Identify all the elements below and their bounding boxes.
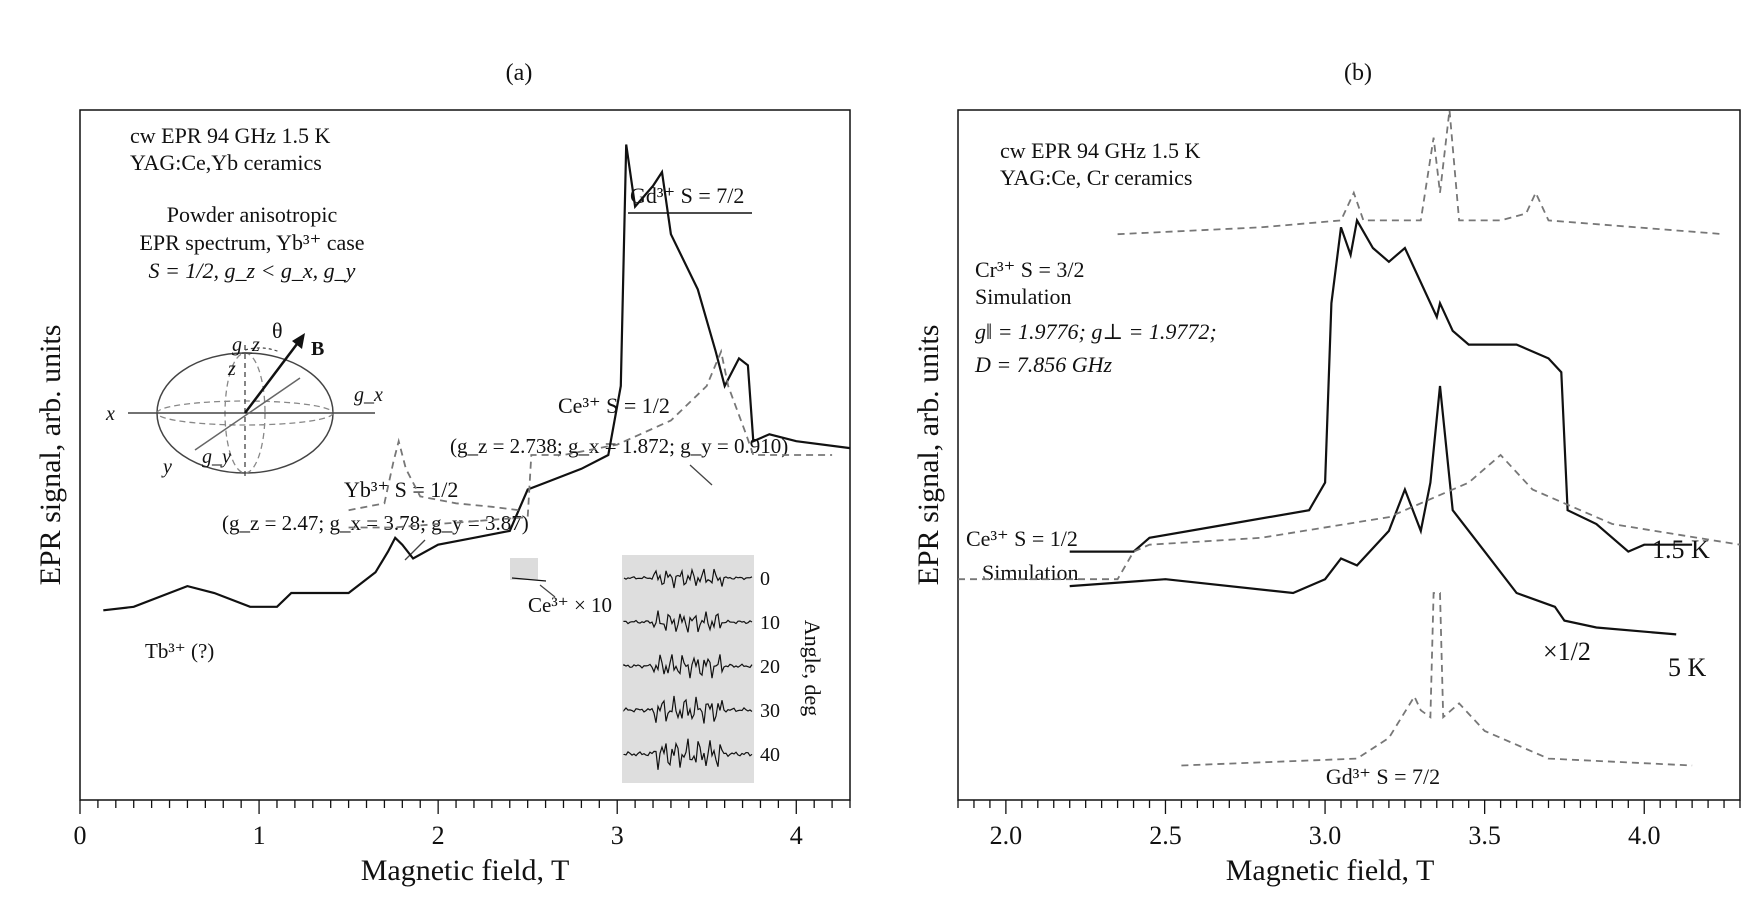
y-label: y <box>161 456 172 478</box>
panel-b-frame <box>957 109 1741 801</box>
panel-b-label: (b) <box>1344 60 1372 86</box>
angle-inset-trace <box>623 567 753 589</box>
b-vector <box>244 339 301 414</box>
ce-pointer <box>689 464 713 486</box>
ce-g-values: (g_z = 2.738; g_x = 1.872; g_y = 0.910) <box>450 434 788 458</box>
angle-inset-traces <box>623 567 753 770</box>
gd-b-annotation: Gd³⁺ S = 7/2 <box>1326 764 1440 789</box>
series-b-2 <box>1117 109 1725 236</box>
angle-inset-trace <box>623 695 753 724</box>
panel-a-header-line2: YAG:Ce,Yb ceramics <box>130 150 322 175</box>
panel-b: (b) 2.0 2.5 3.0 3.5 4.0 Magnetic field, T EP… <box>912 60 1741 887</box>
angle-inset-trace <box>623 654 753 679</box>
label-1-5k: 1.5 K <box>1652 535 1710 564</box>
ce-x10-label: Ce³⁺ × 10 <box>528 593 612 617</box>
cr-g-values: g‖ = 1.9776; g⊥ = 1.9772; <box>975 319 1217 344</box>
angle-inset: Angle, deg 0 10 20 30 40 <box>622 555 825 783</box>
yb-annotation: Yb³⁺ S = 1/2 <box>344 477 458 502</box>
angle-inset-trace <box>623 738 753 770</box>
x-tick-label: 4 <box>790 821 803 850</box>
b-label: B <box>311 338 324 360</box>
panel-a-xlabel: Magnetic field, T <box>361 854 570 887</box>
gd-annotation: Gd³⁺ S = 7/2 <box>630 183 744 208</box>
yb-g-values: (g_z = 2.47; g_x = 3.78; g_y = 3.87) <box>222 511 529 535</box>
angle-tick-30: 30 <box>760 700 780 722</box>
x-tick-label: 2.0 <box>990 821 1023 850</box>
diagram-text-3: S = 1/2, g_z < g_x, g_y <box>149 258 356 283</box>
panel-a-ylabel: EPR signal, arb. units <box>34 325 67 586</box>
gx-label: g_x <box>354 384 383 406</box>
angle-tick-10: 10 <box>760 612 780 634</box>
panel-b-ylabel: EPR signal, arb. units <box>912 325 945 586</box>
series-b-1 <box>1069 385 1677 636</box>
ce-b-annotation: Ce³⁺ S = 1/2 <box>966 526 1078 551</box>
cr-d-value: D = 7.856 GHz <box>974 352 1113 377</box>
angle-tick-0: 0 <box>760 568 770 590</box>
gy-label: g_y <box>202 446 231 468</box>
cr-simulation-label: Simulation <box>975 284 1072 309</box>
series-b-3 <box>958 453 1741 581</box>
diagram-text-2: EPR spectrum, Yb³⁺ case <box>139 230 364 255</box>
x-tick-label: 1 <box>253 821 266 850</box>
label-x-half: ×1/2 <box>1543 637 1591 666</box>
panel-b-series <box>958 109 1741 767</box>
angle-tick-40: 40 <box>760 744 780 766</box>
series-a-1 <box>348 437 519 512</box>
panel-b-header-line1: cw EPR 94 GHz 1.5 K <box>1000 138 1201 163</box>
series-b-0 <box>1069 217 1693 553</box>
panel-a: (a) 0 1 2 3 4 Magnetic field, T EPR signal, … <box>34 60 851 887</box>
panel-a-frame <box>79 109 851 801</box>
y-axis-line <box>194 377 301 451</box>
panel-b-x-axis: 2.0 2.5 3.0 3.5 4.0 <box>957 800 1741 850</box>
angle-tick-20: 20 <box>760 656 780 678</box>
panel-a-series <box>103 144 851 612</box>
ce-zoom-pointer <box>539 584 556 598</box>
ce-zoom-marker <box>510 558 538 580</box>
angle-inset-trace <box>623 610 753 633</box>
panel-b-header-line2: YAG:Ce, Cr ceramics <box>1000 165 1192 190</box>
x-tick-label: 3.5 <box>1468 821 1501 850</box>
panel-b-xlabel: Magnetic field, T <box>1226 854 1435 887</box>
x-tick-label: 3 <box>611 821 624 850</box>
diagram-text-1: Powder anisotropic <box>167 202 338 227</box>
series-a-2 <box>348 348 833 529</box>
label-5k: 5 K <box>1668 653 1707 682</box>
ce-b-simulation-label: Simulation <box>982 560 1079 585</box>
cr-annotation: Cr³⁺ S = 3/2 <box>975 257 1084 282</box>
theta-arc <box>244 347 281 353</box>
x-label: x <box>105 403 115 425</box>
x-tick-label: 0 <box>74 821 87 850</box>
g-tensor-ellipsoid-diagram: g_z θ B z g_x x y g_y <box>105 318 383 478</box>
x-tick-label: 3.0 <box>1309 821 1342 850</box>
angle-inset-label: Angle, deg <box>800 620 825 717</box>
panel-a-x-axis: 0 1 2 3 4 <box>74 800 851 850</box>
ce-annotation: Ce³⁺ S = 1/2 <box>558 393 670 418</box>
tb-annotation: Tb³⁺ (?) <box>145 639 214 663</box>
x-tick-label: 4.0 <box>1628 821 1661 850</box>
angle-inset-background <box>622 555 754 783</box>
theta-label: θ <box>272 318 283 343</box>
x-tick-label: 2.5 <box>1149 821 1182 850</box>
b-arrowhead <box>292 333 305 349</box>
z-label: z <box>227 358 236 380</box>
panel-a-label: (a) <box>506 60 533 86</box>
x-tick-label: 2 <box>432 821 445 850</box>
yb-pointer <box>404 539 426 561</box>
ce-zoom-trace <box>511 577 547 582</box>
series-b-4 <box>1181 592 1693 767</box>
panel-a-header-line1: cw EPR 94 GHz 1.5 K <box>130 123 331 148</box>
gz-label: g_z <box>232 334 260 356</box>
series-a-0 <box>103 144 851 612</box>
